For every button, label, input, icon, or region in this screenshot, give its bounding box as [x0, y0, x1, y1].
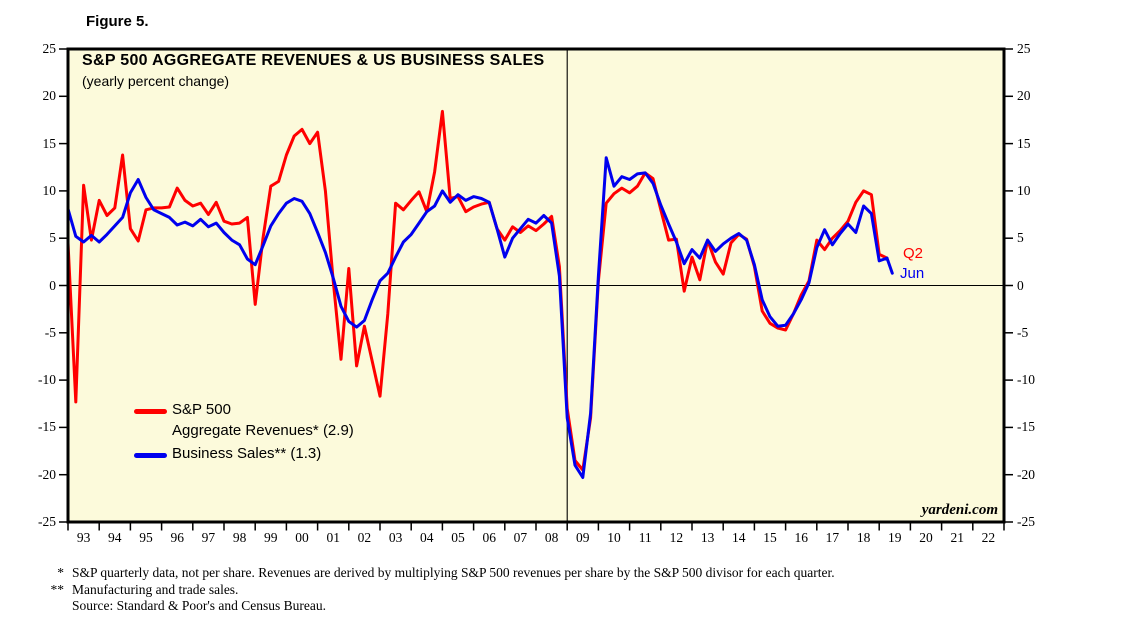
- y-axis-tick-label: -20: [38, 466, 56, 482]
- x-axis-year-label: 95: [139, 530, 153, 545]
- x-axis-year-label: 02: [357, 530, 372, 545]
- y-axis-tick-label: 0: [49, 277, 56, 293]
- y-axis-tick-label: -5: [1017, 324, 1029, 340]
- y-axis-tick-label: 10: [42, 182, 57, 198]
- x-axis-year-label: 14: [732, 530, 746, 545]
- x-axis-year-label: 04: [420, 530, 434, 545]
- x-axis-year-label: 05: [451, 530, 465, 545]
- figure-label: Figure 5.: [86, 13, 149, 30]
- chart-subtitle: (yearly percent change): [82, 73, 230, 89]
- x-axis-year-label: 07: [513, 530, 528, 545]
- footnote-row: ** Manufacturing and trade sales.: [0, 582, 1100, 599]
- x-axis-year-label: 03: [388, 530, 403, 545]
- footnote-text: Manufacturing and trade sales.: [72, 581, 239, 597]
- series-line-sales: [68, 156, 894, 479]
- x-axis-year-label: 10: [607, 530, 621, 545]
- y-axis-tick-label: -15: [1017, 419, 1035, 435]
- y-axis-tick-label: 5: [49, 230, 56, 246]
- legend-label-sales: Business Sales** (1.3): [172, 445, 322, 462]
- footnotes: * S&P quarterly data, not per share. Rev…: [0, 565, 1100, 615]
- y-axis-tick-label: 15: [1017, 135, 1031, 151]
- x-axis-year-label: 99: [264, 530, 278, 545]
- x-axis-year-label: 98: [232, 530, 247, 545]
- y-axis-tick-label: -5: [44, 324, 56, 340]
- footnote-row: Source: Standard & Poor's and Census Bur…: [0, 598, 1100, 615]
- x-axis-year-label: 16: [794, 530, 808, 545]
- footnote-text: S&P quarterly data, not per share. Reven…: [72, 565, 835, 580]
- x-axis-year-label: 12: [669, 530, 684, 545]
- x-axis-year-label: 21: [950, 530, 964, 545]
- chart: S&P 500 AGGREGATE REVENUES & US BUSINESS…: [38, 41, 1035, 545]
- footnote-marker: **: [50, 581, 65, 597]
- y-axis-tick-label: -10: [1017, 372, 1035, 388]
- series-end-label-jun: Jun: [900, 265, 925, 282]
- y-axis-tick-label: 15: [42, 135, 57, 151]
- y-axis-tick-label: 25: [1017, 41, 1031, 56]
- y-axis-tick-label: 25: [42, 41, 57, 56]
- x-axis-year-label: 09: [576, 530, 590, 545]
- x-axis-year-label: 22: [981, 530, 996, 545]
- y-axis-tick-label: -10: [38, 372, 56, 388]
- chart-title: S&P 500 AGGREGATE REVENUES & US BUSINESS…: [82, 52, 545, 69]
- footnote-text: Source: Standard & Poor's and Census Bur…: [72, 598, 327, 613]
- y-axis-tick-label: -15: [38, 419, 56, 435]
- x-axis-year-label: 97: [201, 530, 216, 545]
- x-axis-year-label: 15: [763, 530, 777, 545]
- x-axis-year-label: 93: [76, 530, 91, 545]
- series-end-label-q2: Q2: [903, 245, 924, 262]
- x-axis-year-label: 06: [482, 530, 496, 545]
- x-axis-year-label: 18: [856, 530, 871, 545]
- y-axis-tick-label: 10: [1017, 182, 1031, 198]
- y-axis-tick-label: 0: [1017, 277, 1024, 293]
- x-axis-year-label: 20: [919, 530, 933, 545]
- x-axis-year-label: 19: [888, 530, 902, 545]
- y-axis-tick-label: -25: [38, 514, 56, 529]
- watermark-yardeni: yardeni.com: [921, 502, 998, 518]
- y-axis-tick-label: 20: [42, 88, 57, 104]
- legend-swatch-revenues-line: [134, 409, 167, 414]
- legend-label-revenues-line2: Aggregate Revenues* (2.9): [172, 422, 354, 439]
- x-axis-year-label: 01: [326, 530, 340, 545]
- footnote-marker: *: [57, 565, 64, 580]
- footnote-row: * S&P quarterly data, not per share. Rev…: [0, 565, 1100, 582]
- y-axis-tick-label: 5: [1017, 230, 1024, 246]
- x-axis-year-label: 08: [544, 530, 559, 545]
- x-axis-year-label: 00: [295, 530, 309, 545]
- x-axis-year-label: 11: [638, 530, 652, 545]
- x-axis-year-label: 13: [700, 530, 715, 545]
- legend-swatch-sales-line: [134, 453, 167, 458]
- chart-canvas: [59, 47, 1013, 531]
- plot-border: [66, 47, 1006, 524]
- y-axis-tick-label: -20: [1017, 466, 1035, 482]
- legend-label-revenues-line1: S&P 500: [172, 401, 231, 418]
- x-axis-year-label: 17: [825, 530, 840, 545]
- x-axis-year-label: 96: [170, 530, 184, 545]
- x-axis-year-label: 94: [108, 530, 122, 545]
- y-axis-tick-label: 20: [1017, 88, 1031, 104]
- y-axis-tick-label: -25: [1017, 514, 1035, 529]
